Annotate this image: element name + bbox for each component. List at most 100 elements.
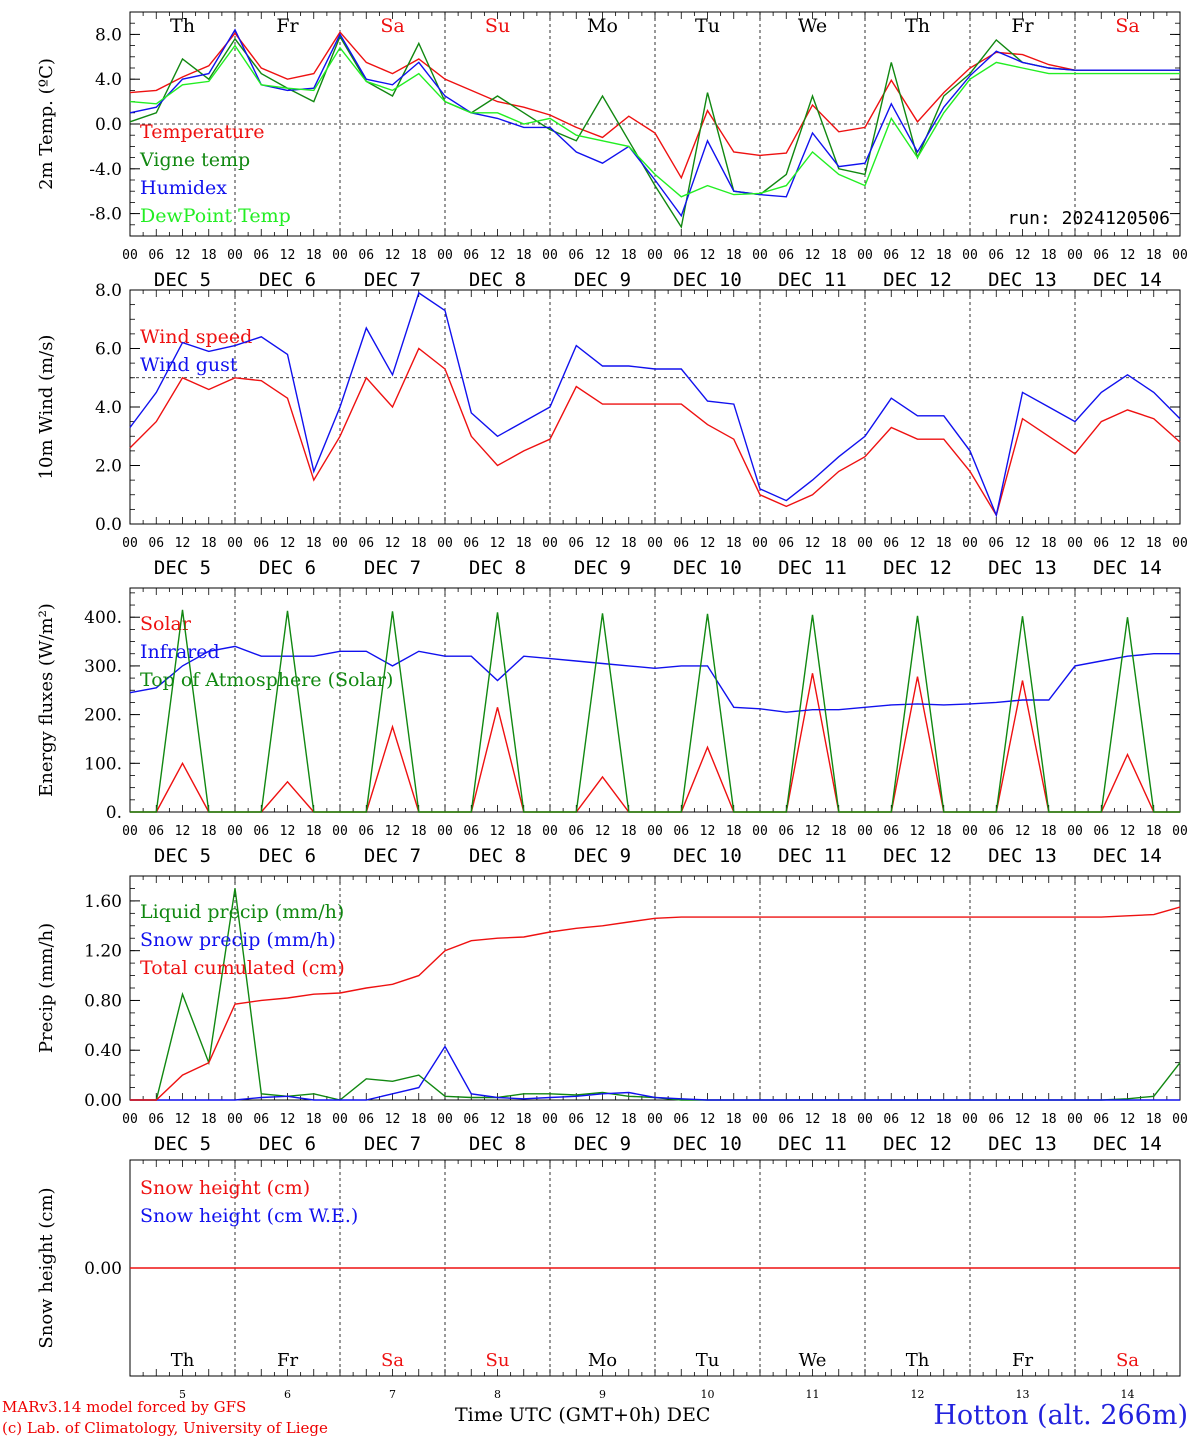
date-label: DEC 7 — [364, 845, 421, 867]
hour-tick-label: 18 — [621, 536, 637, 551]
hour-tick-label: 00 — [227, 824, 243, 839]
date-number-label: 8 — [494, 1388, 501, 1401]
legend-entry: Snow height (cm W.E.) — [140, 1205, 358, 1227]
hour-tick-label: 12 — [595, 824, 611, 839]
day-label: Sa — [380, 15, 404, 37]
hour-tick-label: 00 — [1067, 248, 1083, 263]
day-label: Su — [485, 15, 510, 37]
legend-entry: Humidex — [140, 177, 227, 199]
hour-tick-label: 06 — [463, 248, 479, 263]
hour-tick-label: 00 — [752, 536, 768, 551]
hour-tick-label: 00 — [332, 824, 348, 839]
hour-tick-label: 12 — [700, 536, 716, 551]
legend-entry: Liquid precip (mm/h) — [140, 901, 344, 923]
hour-tick-label: 18 — [831, 248, 847, 263]
hour-tick-label: 18 — [831, 1112, 847, 1127]
hour-tick-label: 00 — [227, 248, 243, 263]
day-label: Th — [906, 1350, 930, 1371]
date-label: DEC 9 — [574, 1133, 631, 1155]
y-tick-label: -8.0 — [89, 205, 122, 225]
hour-tick-label: 12 — [700, 248, 716, 263]
hour-tick-label: 06 — [568, 1112, 584, 1127]
hour-tick-label: 00 — [857, 248, 873, 263]
hour-tick-label: 00 — [332, 248, 348, 263]
hour-tick-label: 18 — [306, 1112, 322, 1127]
y-axis-label: Energy fluxes (W/m²) — [36, 603, 57, 797]
hour-tick-label: 06 — [778, 824, 794, 839]
day-label: Sa — [1115, 15, 1139, 37]
date-label: DEC 13 — [988, 1133, 1057, 1155]
hour-tick-label: 06 — [568, 248, 584, 263]
hour-tick-label: 12 — [910, 248, 926, 263]
hour-tick-label: 06 — [463, 824, 479, 839]
hour-tick-label: 00 — [122, 1112, 138, 1127]
hour-tick-label: 00 — [1067, 536, 1083, 551]
hour-tick-label: 12 — [1015, 536, 1031, 551]
hour-tick-label: 06 — [988, 1112, 1004, 1127]
y-tick-label: 0.80 — [84, 991, 122, 1011]
date-number-label: 13 — [1016, 1388, 1030, 1401]
hour-tick-label: 12 — [700, 824, 716, 839]
hour-tick-label: 00 — [857, 824, 873, 839]
credit-line-1: MARv3.14 model forced by GFS — [2, 1398, 247, 1416]
y-tick-label: 8.0 — [95, 25, 122, 45]
legend-entry: Wind speed — [140, 326, 252, 348]
hour-tick-label: 00 — [437, 824, 453, 839]
hour-tick-label: 12 — [1120, 536, 1136, 551]
hour-tick-label: 00 — [752, 1112, 768, 1127]
hour-tick-label: 12 — [700, 1112, 716, 1127]
hour-tick-label: 00 — [122, 248, 138, 263]
date-label: DEC 14 — [1093, 269, 1162, 291]
hour-tick-label: 00 — [857, 1112, 873, 1127]
hour-tick-label: 12 — [1120, 1112, 1136, 1127]
date-label: DEC 5 — [154, 269, 211, 291]
x-axis-title: Time UTC (GMT+0h) DEC — [455, 1404, 711, 1426]
date-label: DEC 5 — [154, 1133, 211, 1155]
hour-tick-label: 12 — [490, 248, 506, 263]
hour-tick-label: 18 — [411, 1112, 427, 1127]
hour-tick-label: 00 — [857, 536, 873, 551]
date-label: DEC 12 — [883, 845, 952, 867]
hour-tick-label: 06 — [673, 536, 689, 551]
hour-tick-label: 12 — [385, 248, 401, 263]
hour-tick-label: 00 — [1172, 824, 1188, 839]
hour-tick-label: 06 — [778, 536, 794, 551]
hour-tick-label: 00 — [647, 1112, 663, 1127]
hour-tick-label: 06 — [1093, 248, 1109, 263]
day-label: We — [799, 1350, 827, 1371]
date-number-label: 5 — [179, 1388, 186, 1401]
hour-tick-label: 12 — [490, 1112, 506, 1127]
date-label: DEC 7 — [364, 269, 421, 291]
hour-tick-label: 00 — [962, 248, 978, 263]
date-number-label: 10 — [701, 1388, 715, 1401]
hour-tick-label: 18 — [621, 824, 637, 839]
hour-tick-label: 00 — [647, 248, 663, 263]
date-label: DEC 7 — [364, 557, 421, 579]
hour-tick-label: 00 — [227, 536, 243, 551]
y-tick-label: 0.40 — [84, 1041, 122, 1061]
hour-tick-label: 06 — [148, 824, 164, 839]
hour-tick-label: 18 — [831, 824, 847, 839]
series-line — [129, 291, 1181, 518]
date-label: DEC 14 — [1093, 557, 1162, 579]
hour-tick-label: 12 — [1120, 248, 1136, 263]
hour-tick-label: 12 — [175, 536, 191, 551]
date-label: DEC 9 — [574, 557, 631, 579]
hour-tick-label: 18 — [1041, 824, 1057, 839]
hour-tick-label: 00 — [962, 536, 978, 551]
hour-tick-label: 18 — [411, 536, 427, 551]
hour-tick-label: 06 — [358, 824, 374, 839]
series-line — [130, 906, 1181, 1101]
date-number-label: 9 — [599, 1388, 606, 1401]
day-label: Fr — [277, 1350, 298, 1371]
hour-tick-label: 06 — [778, 1112, 794, 1127]
hour-tick-label: 12 — [595, 1112, 611, 1127]
hour-tick-label: 12 — [910, 824, 926, 839]
date-label: DEC 11 — [778, 269, 847, 291]
hour-tick-label: 18 — [411, 824, 427, 839]
legend-entry: Temperature — [140, 121, 264, 143]
hour-tick-label: 12 — [280, 248, 296, 263]
hour-tick-label: 00 — [332, 536, 348, 551]
legend-entry: Solar — [140, 613, 192, 635]
hour-tick-label: 00 — [122, 536, 138, 551]
